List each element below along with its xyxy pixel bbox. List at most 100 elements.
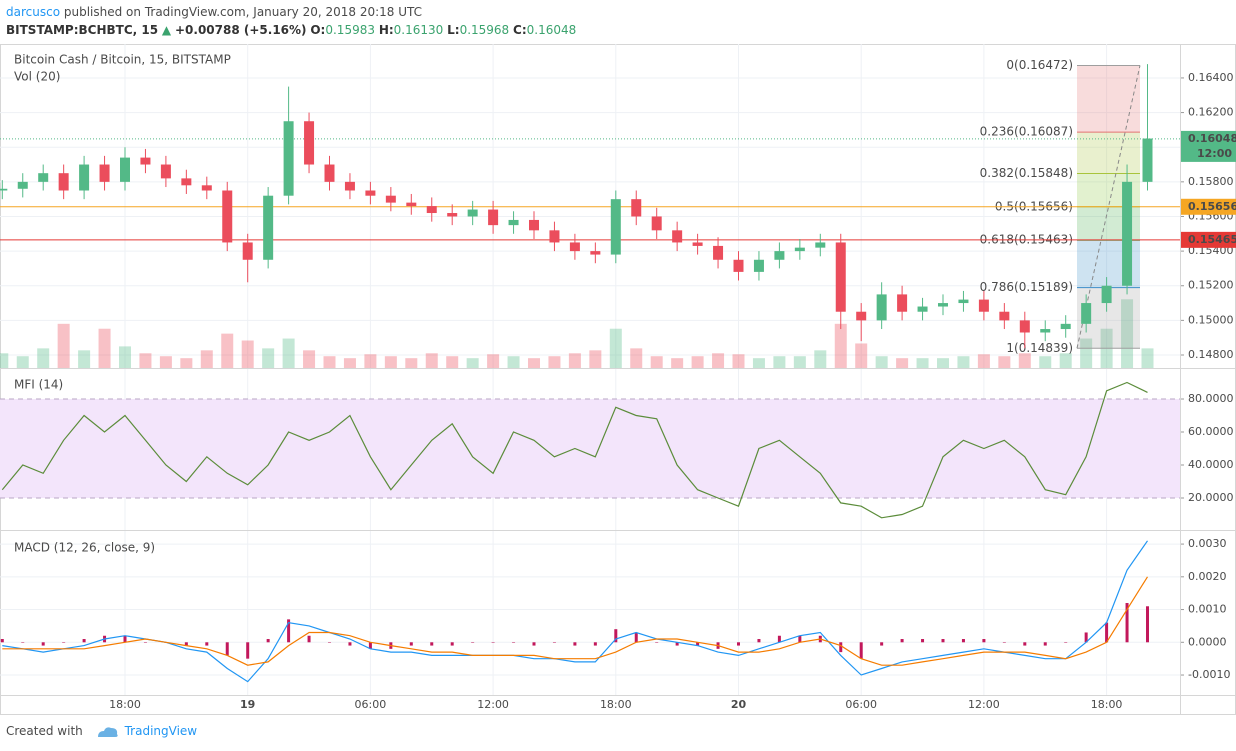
volume-bar	[916, 358, 929, 368]
candle-body	[201, 185, 212, 191]
volume-bar	[425, 353, 438, 368]
volume-bar	[98, 328, 111, 368]
histogram-bar	[430, 642, 434, 646]
histogram-bar	[737, 642, 740, 646]
candle-body	[1142, 138, 1153, 182]
volume-bar	[384, 356, 397, 368]
y-tick-label: 0.15200	[1188, 279, 1234, 292]
y-tick-label: 20.0000	[1188, 491, 1234, 504]
ohlc-key: H:	[378, 23, 394, 37]
candle-body	[651, 216, 662, 231]
y-tick-label: 0.15800	[1188, 175, 1234, 188]
volume-bar	[303, 350, 316, 368]
candle-body	[794, 247, 805, 252]
macd-line	[2, 540, 1148, 683]
volume-bar	[1018, 353, 1031, 368]
histogram-bar	[1146, 606, 1149, 643]
price-box	[1181, 198, 1236, 215]
histogram-bar	[982, 639, 986, 643]
histogram-bar	[184, 642, 188, 646]
ohlc-value: 0.16130	[393, 23, 444, 37]
histogram-bar	[900, 639, 904, 643]
volume-bar	[589, 350, 602, 368]
histogram-bar	[532, 642, 536, 646]
histogram-bar	[1043, 642, 1047, 646]
fib-label: 0(0.16472)	[1006, 58, 1073, 72]
x-tick-label: 06:00	[355, 698, 387, 711]
candle-body	[692, 242, 703, 246]
histogram-bar	[839, 642, 843, 653]
histogram-bar	[1105, 622, 1109, 643]
brand[interactable]: TradingView	[124, 724, 198, 738]
footer: Created with TradingView	[6, 724, 197, 738]
volume-bar	[712, 353, 725, 368]
volume-bar	[405, 358, 418, 368]
candle-body	[160, 164, 171, 179]
y-tick-label: 0.0030	[1188, 537, 1227, 550]
candle-body	[447, 213, 458, 217]
volume-bar	[691, 356, 704, 368]
volume-bar	[282, 338, 295, 368]
x-tick-label: 06:00	[845, 698, 877, 711]
y-tick-label: 0.16200	[1188, 106, 1234, 119]
candle-body	[283, 121, 294, 196]
histogram-bar	[409, 642, 413, 646]
volume-bar	[221, 333, 234, 368]
histogram-bar	[348, 642, 352, 646]
candle-body	[79, 164, 90, 191]
x-tick-label: 18:00	[1091, 698, 1123, 711]
candle-body	[835, 242, 846, 312]
candle-body	[672, 230, 683, 243]
histogram-bar	[1084, 632, 1088, 643]
y-tick-label: 40.0000	[1188, 458, 1234, 471]
volume-bar	[57, 323, 70, 368]
candle-body	[120, 157, 130, 182]
histogram-bar	[675, 642, 679, 646]
candle-body	[774, 251, 785, 260]
histogram-bar	[471, 642, 475, 643]
volume-bar	[1141, 348, 1154, 368]
volume-bar	[937, 358, 949, 368]
histogram-bar	[41, 642, 45, 646]
candle-body	[978, 299, 989, 312]
candle-body	[876, 294, 887, 321]
candle-body	[344, 181, 355, 191]
histogram-bar	[634, 632, 638, 643]
volume-bar	[752, 358, 765, 368]
volume-bar	[793, 356, 806, 368]
volume-bar	[834, 323, 847, 368]
histogram-bar	[961, 639, 965, 643]
volume-bar	[139, 353, 152, 368]
candle-body	[17, 181, 28, 189]
candle-body	[181, 178, 192, 186]
volume-bar	[548, 356, 561, 368]
published: published on TradingView.com, January 20…	[63, 5, 423, 19]
ohlc-key: C:	[513, 23, 527, 37]
header-line-1: darcusco published on TradingView.com, J…	[6, 3, 576, 21]
candle-body	[365, 190, 376, 196]
histogram-bar	[1125, 603, 1129, 643]
volume-title: Vol (20)	[14, 70, 60, 84]
histogram-bar	[921, 639, 925, 643]
x-tick-label: 12:00	[968, 698, 1000, 711]
volume-bar	[323, 356, 336, 368]
volume-bar	[262, 348, 275, 368]
author[interactable]: darcusco	[6, 5, 61, 19]
volume-bar	[180, 358, 193, 368]
histogram-bar	[777, 635, 781, 643]
volume-bar	[630, 348, 643, 368]
histogram-bar	[696, 642, 700, 646]
histogram-bar	[450, 642, 454, 646]
candle-body	[999, 311, 1010, 321]
fib-label: 0.236(0.16087)	[980, 125, 1073, 139]
header: darcusco published on TradingView.com, J…	[6, 3, 576, 39]
volume-bar	[487, 354, 500, 368]
ohlc-key: O:	[310, 23, 326, 37]
candle-body	[222, 190, 233, 243]
volume-bar	[1039, 356, 1052, 368]
change: +0.00788 (+5.16%)	[174, 23, 307, 37]
y-tick-label: 0.15000	[1188, 313, 1234, 326]
histogram-bar	[266, 639, 270, 643]
histogram-bar	[491, 642, 495, 643]
